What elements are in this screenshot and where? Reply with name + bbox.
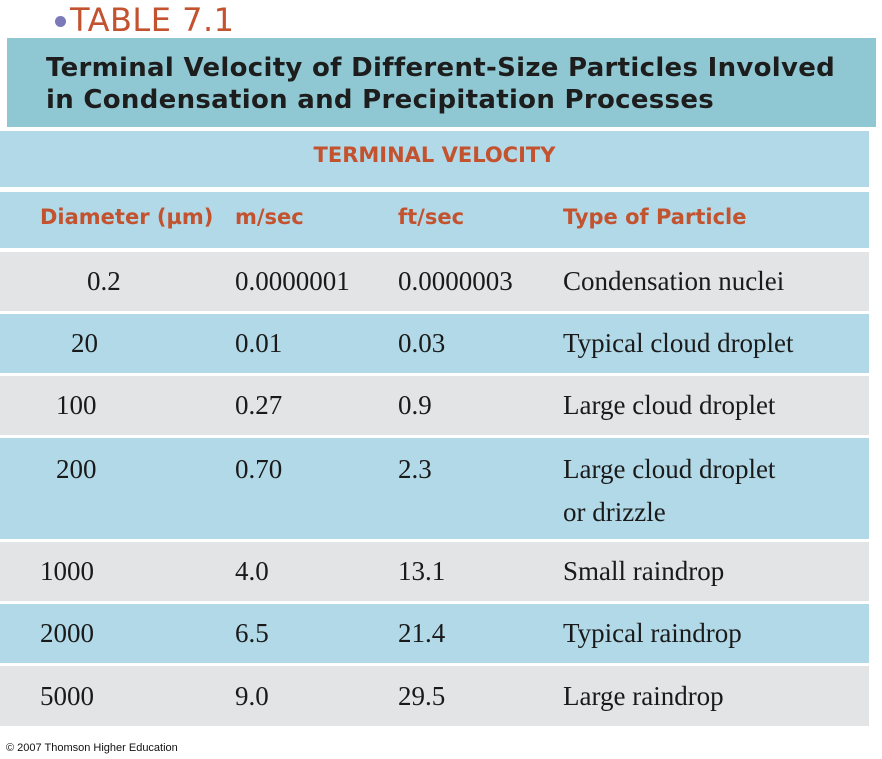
cell-msec: 0.27 (235, 390, 283, 420)
copyright-notice: © 2007 Thomson Higher Education (6, 742, 178, 754)
cell-diameter: 0.2 (87, 266, 121, 296)
cell-diameter: 20 (71, 328, 98, 358)
cell-type: Typical cloud droplet (563, 328, 794, 358)
table-row: 200 0.70 2.3 Large cloud droplet or driz… (0, 438, 869, 539)
cell-type-continued: or drizzle (563, 497, 666, 527)
cell-ftsec: 2.3 (398, 454, 432, 484)
cell-msec: 9.0 (235, 681, 269, 711)
cell-diameter: 2000 (40, 618, 94, 648)
column-header-type: Type of Particle (563, 205, 747, 229)
table-title: Terminal Velocity of Different-Size Part… (46, 53, 836, 115)
cell-type: Condensation nuclei (563, 266, 785, 296)
column-header-diameter: Diameter (µm) (40, 205, 214, 229)
spanning-header: TERMINAL VELOCITY (313, 143, 556, 167)
table-row: 1000 4.0 13.1 Small raindrop (0, 542, 869, 601)
cell-type: Typical raindrop (563, 618, 742, 648)
table-number-text: TABLE 7.1 (70, 1, 235, 39)
cell-msec: 6.5 (235, 618, 269, 648)
table-title-band: Terminal Velocity of Different-Size Part… (7, 38, 876, 127)
cell-ftsec: 21.4 (398, 618, 446, 648)
cell-ftsec: 0.0000003 (398, 266, 513, 296)
cell-diameter: 200 (56, 454, 97, 484)
spanning-header-row: TERMINAL VELOCITY (0, 131, 869, 187)
column-header-row: Diameter (µm) m/sec ft/sec Type of Parti… (0, 192, 869, 248)
cell-ftsec: 13.1 (398, 556, 446, 586)
cell-type: Large raindrop (563, 681, 724, 711)
table-row: 0.2 0.0000001 0.0000003 Condensation nuc… (0, 252, 869, 311)
cell-msec: 0.70 (235, 454, 283, 484)
cell-type: Large cloud droplet (563, 390, 776, 420)
cell-type: Small raindrop (563, 556, 725, 586)
table-row: 100 0.27 0.9 Large cloud droplet (0, 376, 869, 435)
column-header-msec: m/sec (235, 205, 304, 229)
cell-msec: 4.0 (235, 556, 269, 586)
cell-ftsec: 0.03 (398, 328, 446, 358)
cell-msec: 0.01 (235, 328, 283, 358)
cell-ftsec: 0.9 (398, 390, 432, 420)
cell-type: Large cloud droplet (563, 454, 776, 484)
table-row: 20 0.01 0.03 Typical cloud droplet (0, 314, 869, 373)
cell-diameter: 100 (56, 390, 97, 420)
cell-msec: 0.0000001 (235, 266, 350, 296)
bullet-icon (55, 15, 66, 27)
table-row: 2000 6.5 21.4 Typical raindrop (0, 604, 869, 663)
cell-diameter: 5000 (40, 681, 94, 711)
cell-ftsec: 29.5 (398, 681, 446, 711)
column-header-ftsec: ft/sec (398, 205, 465, 229)
table-number-label: TABLE 7.1 (55, 1, 235, 39)
cell-diameter: 1000 (40, 556, 94, 586)
table-row: 5000 9.0 29.5 Large raindrop (0, 666, 869, 726)
